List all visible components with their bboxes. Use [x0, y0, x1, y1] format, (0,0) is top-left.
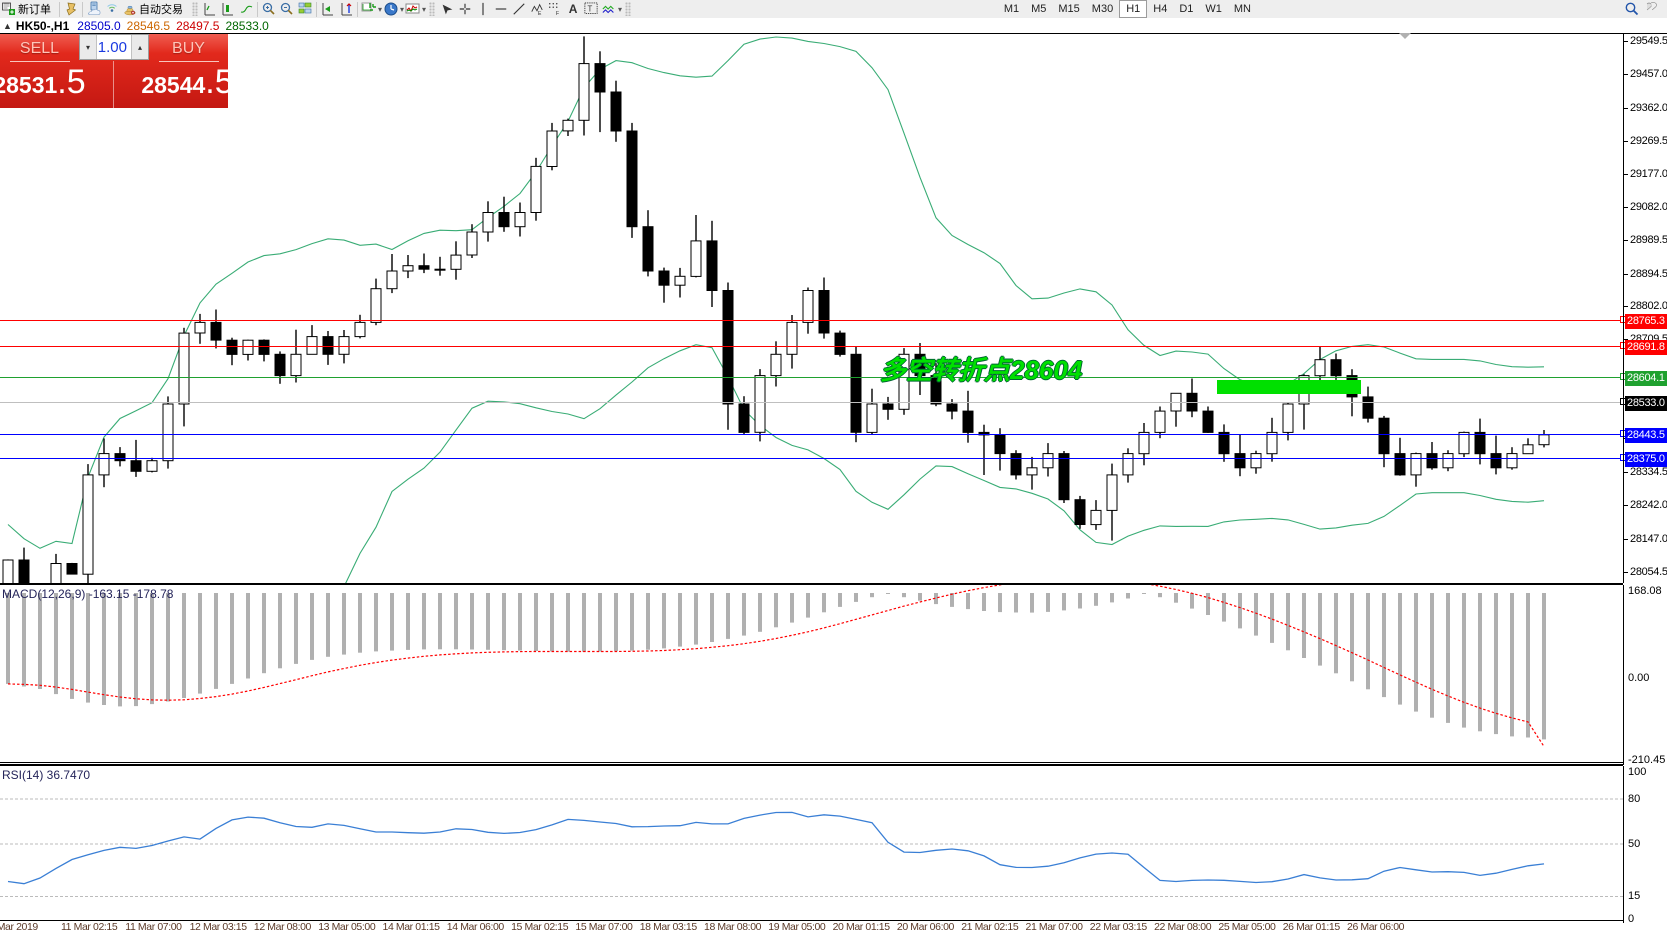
svg-text:E: E [538, 11, 542, 16]
svg-text:T: T [588, 5, 593, 14]
svg-text:F: F [556, 11, 559, 16]
